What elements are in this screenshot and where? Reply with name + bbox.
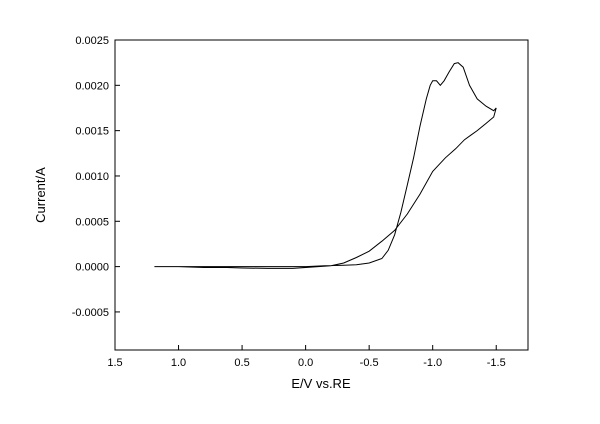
y-tick-label: 0.0000 [75,262,109,274]
x-tick-label: -0.5 [360,357,379,369]
x-axis-title: E/V vs.RE [291,376,351,391]
y-tick-label: 0.0020 [75,80,109,92]
y-axis-title: Current/A [33,167,48,223]
x-tick-label: 1.5 [107,357,122,369]
y-tick-label: 0.0025 [75,35,109,47]
x-tick-label: 0.5 [234,357,249,369]
x-tick-label: -1.0 [423,357,442,369]
plot-frame [114,39,529,351]
x-tick-label: 0.0 [298,357,313,369]
x-tick-label: -1.5 [487,357,506,369]
y-tick-label: -0.0005 [72,307,109,319]
x-tick-label: 1.0 [171,357,186,369]
x-axis-ticks: 1.5 1.0 0.5 0.0 -0.5 -1.0 -1.5 [107,345,506,369]
y-tick-label: 0.0005 [75,216,109,228]
y-axis-ticks: -0.0005 0.0000 0.0005 0.0010 0.0015 0.0020 0.0… [72,35,120,319]
series-line [154,62,497,269]
y-tick-label: 0.0015 [75,126,109,138]
y-tick-label: 0.0010 [75,171,109,183]
